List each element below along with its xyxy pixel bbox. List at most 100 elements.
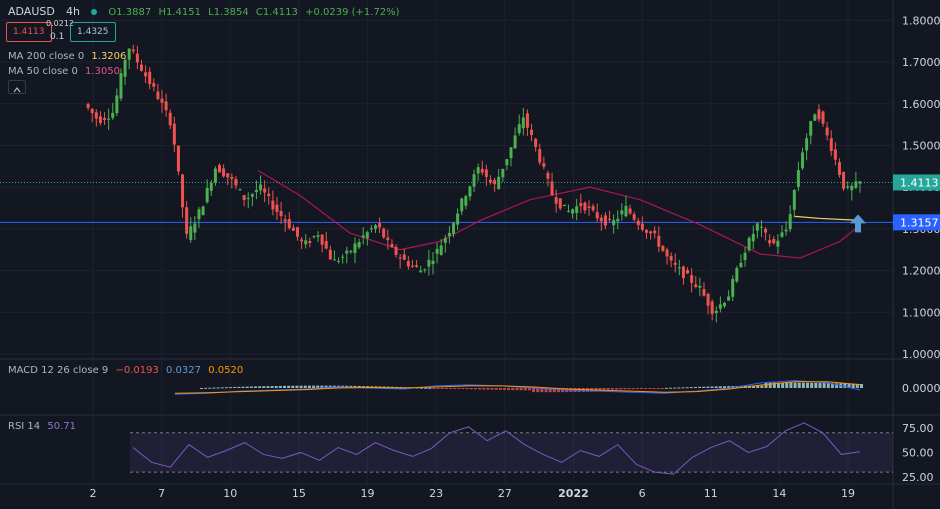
candle[interactable] <box>858 180 862 193</box>
candle[interactable] <box>468 185 472 201</box>
candle[interactable] <box>801 147 805 171</box>
candle[interactable] <box>731 275 735 301</box>
candle[interactable] <box>587 200 591 216</box>
candle[interactable] <box>283 214 287 232</box>
candle[interactable] <box>222 164 226 178</box>
candle[interactable] <box>780 225 784 239</box>
candle[interactable] <box>439 239 443 256</box>
candle[interactable] <box>460 197 464 216</box>
candle[interactable] <box>94 109 98 127</box>
candle[interactable] <box>599 214 603 231</box>
candle[interactable] <box>328 245 332 260</box>
candle[interactable] <box>431 252 435 275</box>
candle[interactable] <box>677 259 681 276</box>
candle[interactable] <box>341 254 345 264</box>
candle[interactable] <box>776 234 780 255</box>
candle[interactable] <box>374 223 378 233</box>
candle[interactable] <box>103 112 107 126</box>
candle[interactable] <box>226 173 230 186</box>
candle[interactable] <box>443 234 447 253</box>
candle[interactable] <box>144 65 148 84</box>
candle[interactable] <box>324 231 328 250</box>
candle[interactable] <box>90 108 94 123</box>
candle[interactable] <box>681 265 685 285</box>
candle[interactable] <box>562 204 566 207</box>
time-axis[interactable]: 2 7 10 15 19 23 27 2022 6 11 14 19 <box>90 487 856 500</box>
candle[interactable] <box>230 173 234 189</box>
candle[interactable] <box>189 216 193 243</box>
candle[interactable] <box>640 216 644 232</box>
candle[interactable] <box>131 44 135 54</box>
candle[interactable] <box>201 205 205 216</box>
candle[interactable] <box>275 196 279 221</box>
candle[interactable] <box>612 214 616 234</box>
candle[interactable] <box>550 172 554 197</box>
candle[interactable] <box>308 237 312 248</box>
candle[interactable] <box>620 203 624 221</box>
candle[interactable] <box>796 161 800 192</box>
candle[interactable] <box>246 192 250 209</box>
candle[interactable] <box>809 120 813 145</box>
candle[interactable] <box>788 205 792 233</box>
candle[interactable] <box>263 180 267 203</box>
candle[interactable] <box>98 111 102 126</box>
candle[interactable] <box>501 168 505 182</box>
candle[interactable] <box>566 204 570 213</box>
candle[interactable] <box>164 93 168 117</box>
candle[interactable] <box>497 168 501 190</box>
candle[interactable] <box>554 189 558 213</box>
candle[interactable] <box>472 169 476 192</box>
candle[interactable] <box>784 221 788 236</box>
candle[interactable] <box>850 182 854 201</box>
candle[interactable] <box>509 147 513 167</box>
candle[interactable] <box>673 253 677 273</box>
candle[interactable] <box>723 301 727 309</box>
candle[interactable] <box>238 188 242 191</box>
candle[interactable] <box>513 127 517 150</box>
candle[interactable] <box>583 201 587 214</box>
candle[interactable] <box>632 211 636 222</box>
candle[interactable] <box>361 227 365 245</box>
candle[interactable] <box>406 255 410 270</box>
collapse-legend-button[interactable] <box>8 80 26 94</box>
candle[interactable] <box>846 181 850 190</box>
candle[interactable] <box>534 137 538 152</box>
candle[interactable] <box>127 47 131 70</box>
candle[interactable] <box>751 225 755 250</box>
macd-legend[interactable]: MACD 12 26 close 9 −0.0193 0.0327 0.0520 <box>8 365 243 376</box>
candle[interactable] <box>139 59 143 72</box>
candle[interactable] <box>394 244 398 258</box>
candle[interactable] <box>148 67 152 90</box>
candle[interactable] <box>410 259 414 268</box>
candle[interactable] <box>603 212 607 229</box>
candle[interactable] <box>316 231 320 243</box>
candle[interactable] <box>119 68 123 102</box>
candle[interactable] <box>447 225 451 244</box>
candle[interactable] <box>727 290 731 301</box>
candle[interactable] <box>833 142 837 166</box>
candle[interactable] <box>759 220 763 237</box>
candle[interactable] <box>107 108 111 130</box>
candle[interactable] <box>764 226 768 241</box>
candle[interactable] <box>755 222 759 239</box>
interval[interactable]: 4h <box>66 5 81 18</box>
candle[interactable] <box>571 208 575 219</box>
candle[interactable] <box>386 229 390 250</box>
candle[interactable] <box>419 265 423 273</box>
symbol-name[interactable]: ADAUSD <box>8 5 55 18</box>
candle[interactable] <box>817 104 821 123</box>
candle[interactable] <box>768 234 772 247</box>
candle[interactable] <box>398 253 402 269</box>
candle[interactable] <box>628 204 632 216</box>
candle[interactable] <box>456 208 460 231</box>
candle[interactable] <box>217 163 221 173</box>
candle[interactable] <box>521 107 525 136</box>
candle[interactable] <box>488 175 492 185</box>
candle[interactable] <box>320 234 324 253</box>
candle[interactable] <box>168 109 172 130</box>
candle[interactable] <box>661 245 665 253</box>
candle[interactable] <box>267 187 271 205</box>
candle[interactable] <box>181 173 185 218</box>
candle[interactable] <box>378 217 382 233</box>
